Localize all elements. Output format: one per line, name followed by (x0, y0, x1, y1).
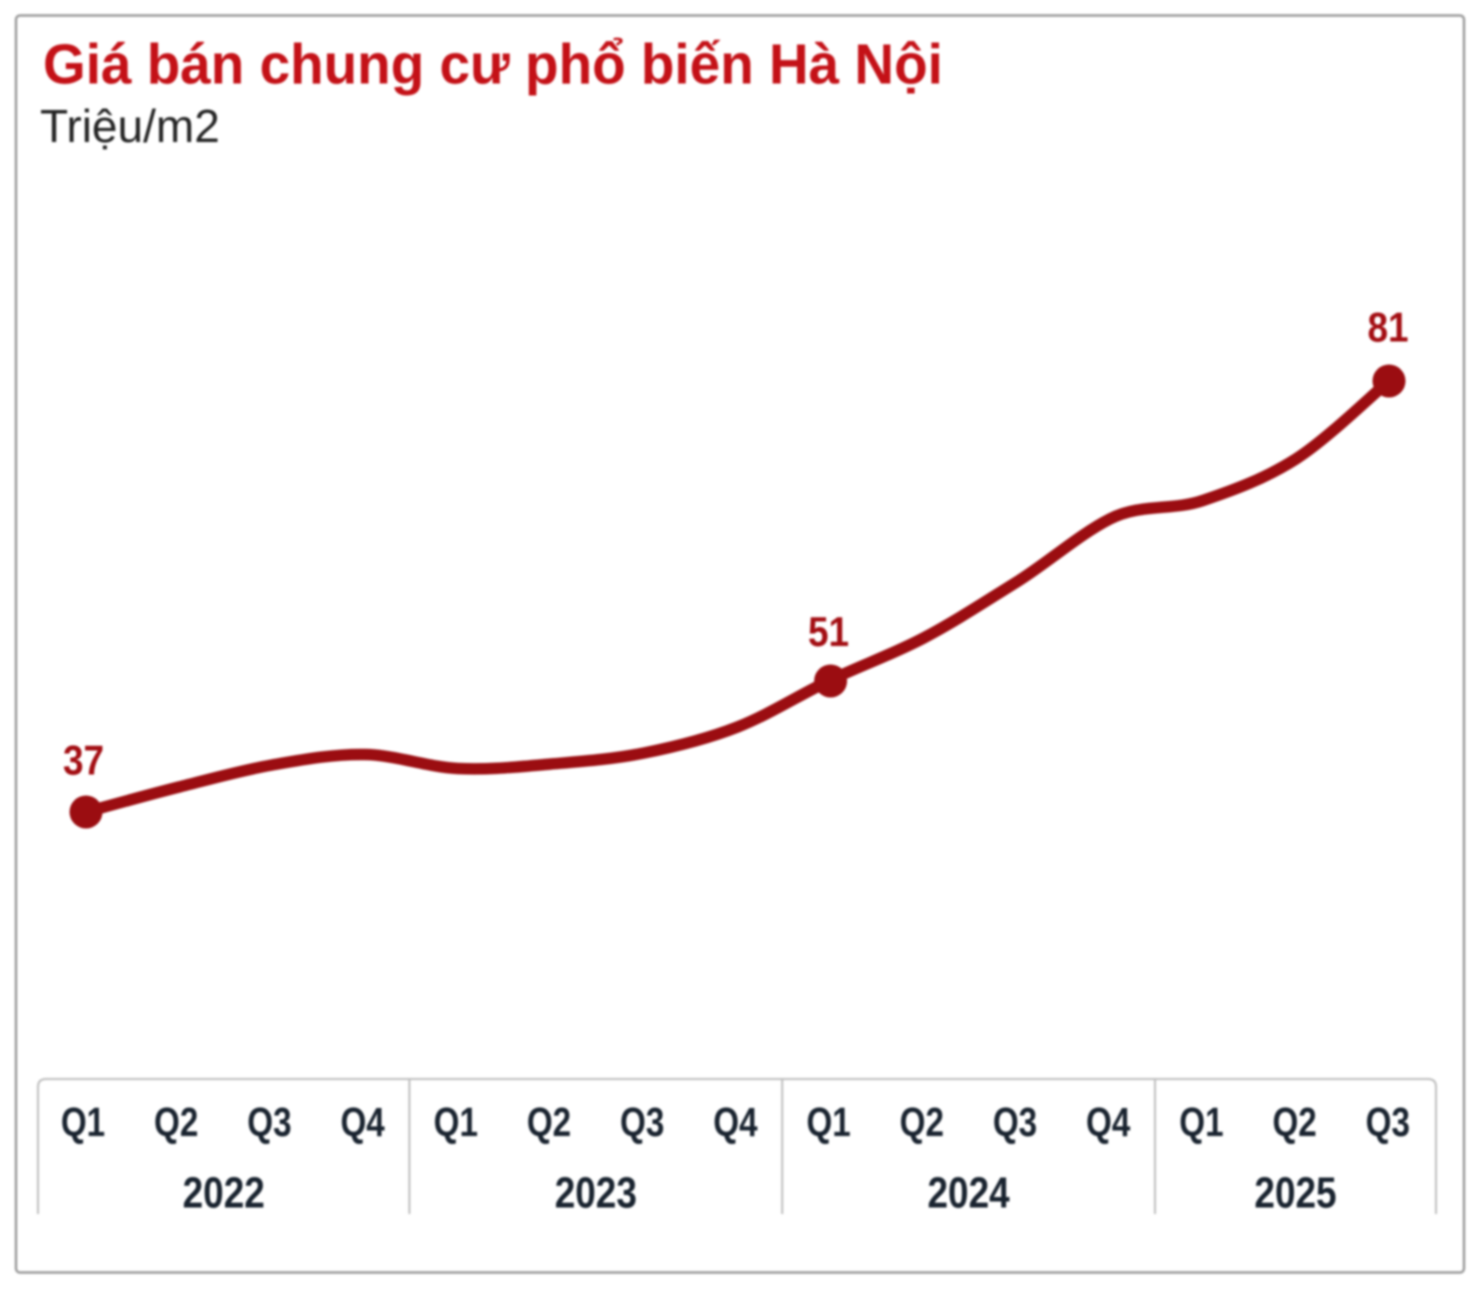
svg-text:Q1: Q1 (61, 1099, 105, 1145)
svg-text:37: 37 (63, 737, 104, 784)
svg-text:2022: 2022 (183, 1167, 265, 1217)
svg-text:Q2: Q2 (527, 1099, 571, 1145)
svg-text:Q2: Q2 (1272, 1099, 1316, 1145)
svg-text:Q2: Q2 (154, 1099, 198, 1145)
svg-text:Triệu/m2: Triệu/m2 (40, 100, 220, 152)
svg-text:2025: 2025 (1254, 1167, 1336, 1217)
svg-text:2023: 2023 (555, 1167, 637, 1217)
svg-text:Q4: Q4 (340, 1099, 385, 1145)
svg-text:Q2: Q2 (900, 1099, 944, 1145)
svg-text:Q1: Q1 (434, 1099, 478, 1145)
svg-text:Q1: Q1 (806, 1099, 850, 1145)
svg-text:Q3: Q3 (993, 1099, 1037, 1145)
svg-text:Giá bán chung cư phổ biến Hà N: Giá bán chung cư phổ biến Hà Nội (43, 32, 943, 96)
svg-text:Q3: Q3 (1366, 1099, 1410, 1145)
svg-text:51: 51 (808, 609, 849, 656)
svg-text:2024: 2024 (927, 1167, 1010, 1217)
svg-text:Q3: Q3 (620, 1099, 664, 1145)
svg-text:Q4: Q4 (713, 1099, 758, 1145)
svg-text:Q1: Q1 (1179, 1099, 1223, 1145)
svg-text:Q3: Q3 (247, 1099, 291, 1145)
svg-text:81: 81 (1367, 304, 1408, 351)
svg-text:Q4: Q4 (1086, 1099, 1131, 1145)
